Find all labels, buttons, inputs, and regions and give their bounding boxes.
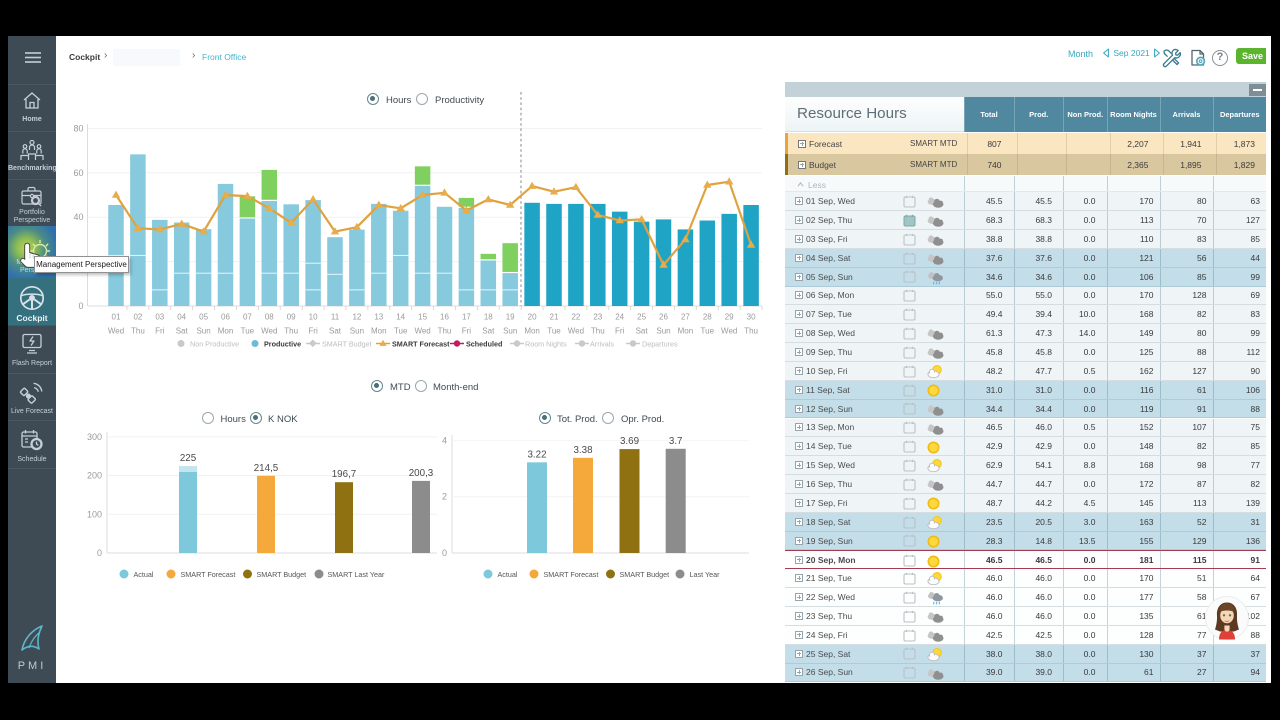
svg-text:23: 23 [593,313,602,322]
svg-text:17: 17 [462,313,471,322]
svg-text:Non Productive: Non Productive [190,340,239,349]
svg-text:18: 18 [484,313,493,322]
svg-text:Sat: Sat [329,327,342,336]
svg-text:03: 03 [155,313,164,322]
svg-text:Wed: Wed [721,327,737,336]
svg-text:04: 04 [177,313,186,322]
svg-text:25: 25 [637,313,646,322]
svg-text:3.69: 3.69 [620,436,639,447]
svg-text:SMART Forecast: SMART Forecast [181,570,236,579]
svg-text:29: 29 [725,313,734,322]
svg-text:07: 07 [243,313,252,322]
svg-text:28: 28 [703,313,712,322]
svg-text:Wed: Wed [414,327,430,336]
svg-text:11: 11 [331,313,340,322]
svg-text:Sat: Sat [482,327,495,336]
svg-text:Arrivals: Arrivals [590,340,614,349]
svg-text:Tue: Tue [394,327,408,336]
svg-text:SMART Budget: SMART Budget [322,340,372,349]
svg-text:09: 09 [287,313,296,322]
svg-text:Fri: Fri [615,327,625,336]
svg-text:Thu: Thu [591,327,605,336]
svg-text:30: 30 [747,313,756,322]
svg-text:3.22: 3.22 [527,449,546,460]
svg-text:80: 80 [73,123,83,133]
svg-text:Sat: Sat [176,327,189,336]
svg-text:22: 22 [571,313,580,322]
svg-text:Sun: Sun [196,327,210,336]
svg-text:300: 300 [87,432,102,442]
svg-text:Thu: Thu [744,327,758,336]
svg-text:3.38: 3.38 [573,445,593,456]
svg-text:SMART Forecast: SMART Forecast [544,570,599,579]
svg-text:60: 60 [73,168,83,178]
svg-text:Sun: Sun [350,327,364,336]
svg-text:08: 08 [265,313,274,322]
svg-text:200,3: 200,3 [409,468,434,479]
svg-text:05: 05 [199,313,208,322]
svg-text:16: 16 [440,313,449,322]
svg-text:0: 0 [78,301,83,311]
svg-text:0: 0 [97,548,102,558]
svg-text:02: 02 [133,313,142,322]
svg-text:225: 225 [180,453,197,464]
svg-text:2: 2 [442,492,447,502]
svg-text:SMART Forecast: SMART Forecast [392,340,450,349]
svg-text:27: 27 [681,313,690,322]
svg-text:3.7: 3.7 [669,436,683,447]
svg-text:Thu: Thu [131,327,145,336]
svg-text:13: 13 [374,313,383,322]
svg-text:4: 4 [442,435,447,445]
svg-text:20: 20 [528,313,537,322]
svg-text:0: 0 [442,548,447,558]
svg-text:SMART Budget: SMART Budget [620,570,670,579]
svg-text:Scheduled: Scheduled [466,340,502,349]
svg-text:Fri: Fri [462,327,472,336]
svg-text:Fri: Fri [155,327,165,336]
svg-text:Mon: Mon [678,327,694,336]
svg-text:19: 19 [506,313,515,322]
svg-text:200: 200 [87,471,102,481]
svg-text:26: 26 [659,313,668,322]
svg-text:Mon: Mon [524,327,540,336]
svg-text:15: 15 [418,313,427,322]
svg-text:Sun: Sun [656,327,670,336]
svg-text:Sat: Sat [636,327,649,336]
svg-text:Wed: Wed [261,327,277,336]
svg-text:100: 100 [87,509,102,519]
svg-text:Fri: Fri [308,327,318,336]
svg-text:06: 06 [221,313,230,322]
svg-text:SMART Budget: SMART Budget [257,570,307,579]
svg-text:Departures: Departures [642,340,678,349]
svg-text:Wed: Wed [108,327,124,336]
svg-text:214,5: 214,5 [254,463,279,474]
svg-text:Thu: Thu [438,327,452,336]
svg-text:Mon: Mon [371,327,387,336]
svg-text:SMART Last Year: SMART Last Year [328,570,385,579]
svg-text:Tue: Tue [241,327,255,336]
svg-text:Room Nights: Room Nights [525,340,567,349]
svg-text:Tue: Tue [547,327,561,336]
svg-text:Actual: Actual [498,570,518,579]
svg-text:10: 10 [309,313,318,322]
svg-text:Thu: Thu [284,327,298,336]
svg-text:14: 14 [396,313,405,322]
svg-text:Sun: Sun [503,327,517,336]
svg-text:Last Year: Last Year [690,570,721,579]
svg-text:Wed: Wed [568,327,584,336]
svg-text:Actual: Actual [134,570,154,579]
svg-text:196,7: 196,7 [332,469,357,480]
svg-text:40: 40 [73,212,83,222]
svg-text:Mon: Mon [218,327,234,336]
svg-text:01: 01 [112,313,121,322]
svg-text:Productive: Productive [264,340,301,349]
svg-text:24: 24 [615,313,624,322]
svg-text:21: 21 [550,313,559,322]
svg-text:Tue: Tue [701,327,715,336]
svg-text:12: 12 [352,313,361,322]
